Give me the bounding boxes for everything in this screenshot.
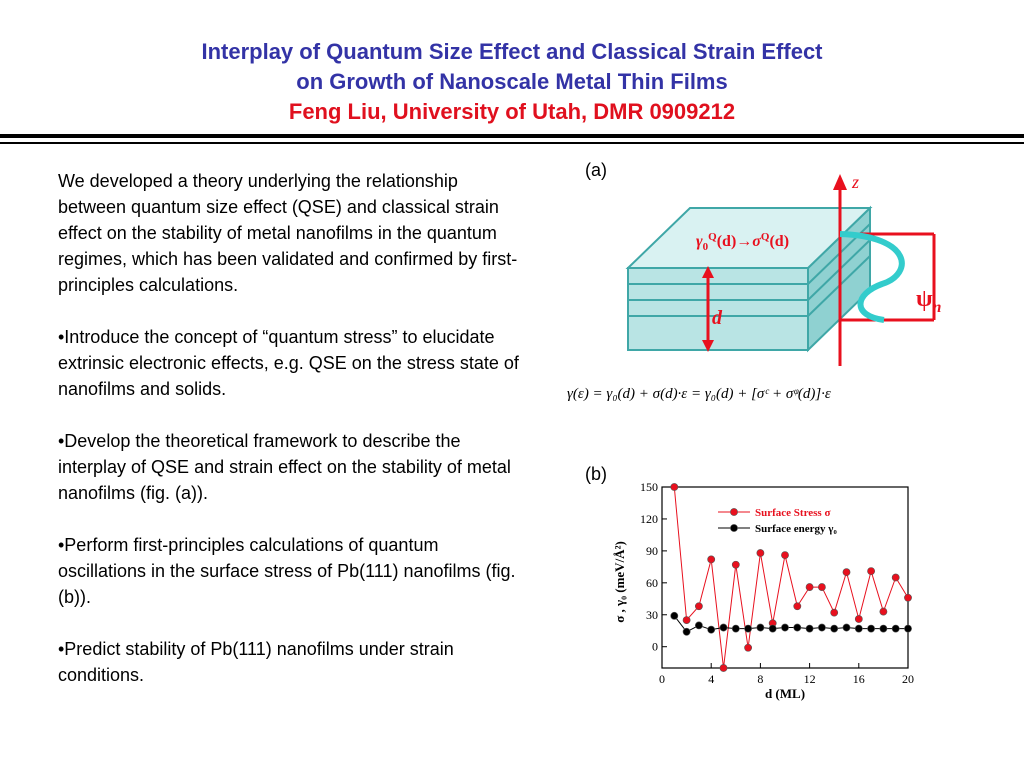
data-point xyxy=(682,616,691,624)
legend: Surface Stress σ Surface energy γ₀ xyxy=(718,507,837,535)
data-point xyxy=(854,615,863,623)
legend-marker xyxy=(730,524,738,532)
y-tick-label: 150 xyxy=(640,480,658,494)
data-point xyxy=(793,623,802,632)
x-tick-label: 4 xyxy=(708,672,714,686)
data-point xyxy=(842,568,851,577)
slide-author: Feng Liu, University of Utah, DMR 090921… xyxy=(288,99,736,124)
data-point xyxy=(781,623,789,632)
psi-label: ψn xyxy=(916,286,942,316)
slide-title-line2: on Growth of Nanoscale Metal Thin Films xyxy=(296,69,728,94)
data-point xyxy=(805,583,814,591)
y-tick-label: 120 xyxy=(640,512,658,526)
data-point xyxy=(891,624,900,633)
x-tick-label: 20 xyxy=(902,672,914,686)
data-point xyxy=(817,623,826,632)
data-point xyxy=(781,551,789,560)
legend-label: Surface energy γ₀ xyxy=(755,523,837,535)
wavefunction-curve xyxy=(839,231,905,323)
data-point xyxy=(879,624,888,633)
x-tick-label: 12 xyxy=(804,672,816,686)
data-point xyxy=(830,624,839,633)
title-rule-thin xyxy=(0,142,1024,144)
figure-a-diagram: d z ψn γ0Q(d)→σQ(d) xyxy=(625,172,942,366)
z-label: z xyxy=(851,172,859,192)
data-point xyxy=(879,607,888,616)
bullet-3: •Perform first-principles calculations o… xyxy=(58,535,516,607)
data-point xyxy=(768,624,777,633)
data-point xyxy=(695,621,703,630)
sigma-symbol: σ xyxy=(752,233,761,250)
data-point xyxy=(793,602,802,611)
data-series xyxy=(670,483,912,672)
data-point xyxy=(670,611,679,620)
bullet-1: •Introduce the concept of “quantum stres… xyxy=(58,327,519,399)
gamma-argument: (d) xyxy=(717,233,737,250)
bullet-2: •Develop the theoretical framework to de… xyxy=(58,431,511,503)
y-tick-label: 0 xyxy=(652,640,658,654)
data-point xyxy=(867,567,875,576)
psi-subscript: n xyxy=(933,299,942,316)
data-point xyxy=(842,623,851,632)
data-point xyxy=(670,483,679,491)
thickness-arrow xyxy=(702,266,714,352)
legend-marker xyxy=(730,508,738,516)
series-line-0 xyxy=(673,486,909,669)
plot-frame xyxy=(661,486,909,669)
x-tick-label: 16 xyxy=(853,672,865,686)
body-text: We developed a theory underlying the rel… xyxy=(58,168,528,714)
data-point xyxy=(707,555,716,564)
data-point xyxy=(891,573,900,582)
data-point xyxy=(731,624,740,633)
y-axis-label: σ , γ₀ (meV/Å²) xyxy=(612,541,627,623)
legend-label: Surface Stress σ xyxy=(755,507,830,519)
data-point xyxy=(904,593,912,602)
data-point xyxy=(756,549,765,557)
data-point xyxy=(854,624,863,633)
sigma-argument: (d) xyxy=(769,233,789,250)
slide-title-line1: Interplay of Quantum Size Effect and Cla… xyxy=(201,39,823,64)
data-point xyxy=(830,608,839,617)
relation-arrow: → xyxy=(736,233,752,250)
figure-a-label: (a) xyxy=(585,160,607,180)
data-point xyxy=(707,625,716,634)
data-point xyxy=(867,624,875,633)
data-point xyxy=(719,623,728,632)
y-tick-label: 90 xyxy=(646,544,658,558)
figure-b-label: (b) xyxy=(585,464,607,484)
x-axis-label: d (ML) xyxy=(765,686,805,701)
bullet-4: •Predict stability of Pb(111) nanofilms … xyxy=(58,639,454,685)
x-tick-label: 8 xyxy=(757,672,763,686)
axis-ticks: 0 4 8 12 16 20 0 30 60 90 120 150 xyxy=(640,480,914,686)
film-layers xyxy=(625,205,873,353)
y-tick-label: 30 xyxy=(646,608,658,622)
gamma-superscript: Q xyxy=(708,231,717,243)
stress-equation: γ(ε) = γ₀(d) + σ(d)·ε = γ₀(d) + [σᶜ + σᵠ… xyxy=(567,386,831,402)
intro-paragraph: We developed a theory underlying the rel… xyxy=(58,171,518,295)
data-point xyxy=(817,583,826,591)
gamma-symbol: γ xyxy=(696,233,703,250)
data-point xyxy=(731,560,740,569)
quantum-relation-label: γ0Q(d)→σQ(d) xyxy=(696,231,789,253)
gamma-subscript: 0 xyxy=(703,241,709,253)
data-point xyxy=(682,627,691,636)
psi-symbol: ψ xyxy=(916,286,933,312)
title-rule-thick xyxy=(0,134,1024,138)
data-point xyxy=(756,623,765,632)
data-point xyxy=(744,643,752,652)
sigma-superscript: Q xyxy=(761,231,770,243)
data-point xyxy=(744,624,752,633)
x-tick-label: 0 xyxy=(659,672,665,686)
d-label: d xyxy=(712,307,723,329)
data-point xyxy=(695,602,703,611)
data-point xyxy=(805,624,814,633)
data-point xyxy=(719,664,728,672)
data-point xyxy=(904,624,912,633)
y-tick-label: 60 xyxy=(646,576,658,590)
